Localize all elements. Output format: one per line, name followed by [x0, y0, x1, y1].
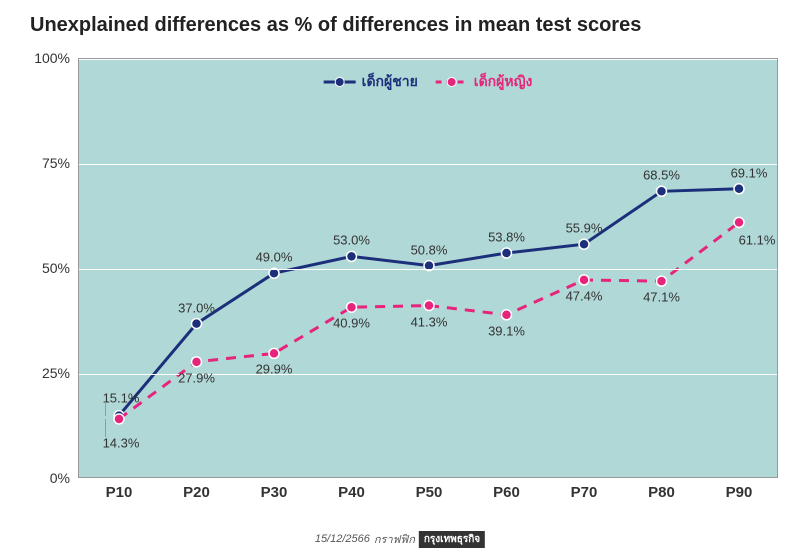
- gridline: [79, 269, 777, 270]
- plot-area: เด็กผู้ชายเด็กผู้หญิง P10P20P30P40P50P60…: [78, 58, 778, 478]
- series-marker: [657, 276, 667, 286]
- gridline: [79, 164, 777, 165]
- x-axis-label: P90: [726, 484, 753, 501]
- x-axis-label: P30: [261, 484, 288, 501]
- data-label: 47.4%: [566, 288, 603, 303]
- y-axis-label: 75%: [42, 155, 70, 171]
- data-label: 50.8%: [411, 242, 448, 257]
- series-marker: [424, 301, 434, 311]
- series-marker: [734, 184, 744, 194]
- data-label: 39.1%: [488, 323, 525, 338]
- chart-container: เด็กผู้ชายเด็กผู้หญิง P10P20P30P40P50P60…: [18, 58, 782, 512]
- x-axis-label: P60: [493, 484, 520, 501]
- series-marker: [657, 186, 667, 196]
- series-marker: [734, 217, 744, 227]
- label-connector: [105, 419, 106, 437]
- data-label: 49.0%: [256, 250, 293, 265]
- data-label: 53.0%: [333, 233, 370, 248]
- footer-date: 15/12/2566: [315, 533, 370, 545]
- y-axis-label: 25%: [42, 365, 70, 381]
- footer-source-prefix: กราฟฟิก: [374, 530, 415, 548]
- gridline: [79, 59, 777, 60]
- series-marker: [502, 310, 512, 320]
- x-axis-label: P20: [183, 484, 210, 501]
- x-axis-label: P40: [338, 484, 365, 501]
- series-marker: [114, 414, 124, 424]
- data-label: 69.1%: [731, 165, 768, 180]
- series-marker: [269, 348, 279, 358]
- y-axis-label: 50%: [42, 260, 70, 276]
- footer-source-badge: กรุงเทพธุรกิจ: [419, 531, 485, 548]
- series-marker: [347, 251, 357, 261]
- x-axis-label: P10: [106, 484, 133, 501]
- plot-svg: [79, 59, 777, 477]
- chart-title: Unexplained differences as % of differen…: [0, 0, 800, 45]
- series-marker: [347, 302, 357, 312]
- y-axis-label: 0%: [50, 470, 70, 486]
- data-label: 41.3%: [411, 314, 448, 329]
- data-label: 55.9%: [566, 221, 603, 236]
- series-marker: [502, 248, 512, 258]
- data-label: 29.9%: [256, 362, 293, 377]
- series-marker: [579, 275, 589, 285]
- data-label: 27.9%: [178, 370, 215, 385]
- x-axis-label: P50: [416, 484, 443, 501]
- data-label: 68.5%: [643, 168, 680, 183]
- series-marker: [579, 239, 589, 249]
- data-label: 15.1%: [103, 390, 140, 405]
- series-marker: [192, 357, 202, 367]
- data-label: 61.1%: [739, 233, 776, 248]
- data-label: 37.0%: [178, 300, 215, 315]
- x-axis-label: P80: [648, 484, 675, 501]
- footer: 15/12/2566 กราฟฟิก กรุงเทพธุรกิจ: [315, 530, 485, 548]
- data-label: 47.1%: [643, 290, 680, 305]
- data-label: 40.9%: [333, 316, 370, 331]
- x-axis-label: P70: [571, 484, 598, 501]
- data-label: 53.8%: [488, 230, 525, 245]
- data-label: 14.3%: [103, 435, 140, 450]
- y-axis-label: 100%: [34, 50, 70, 66]
- label-connector: [105, 402, 106, 416]
- series-marker: [192, 319, 202, 329]
